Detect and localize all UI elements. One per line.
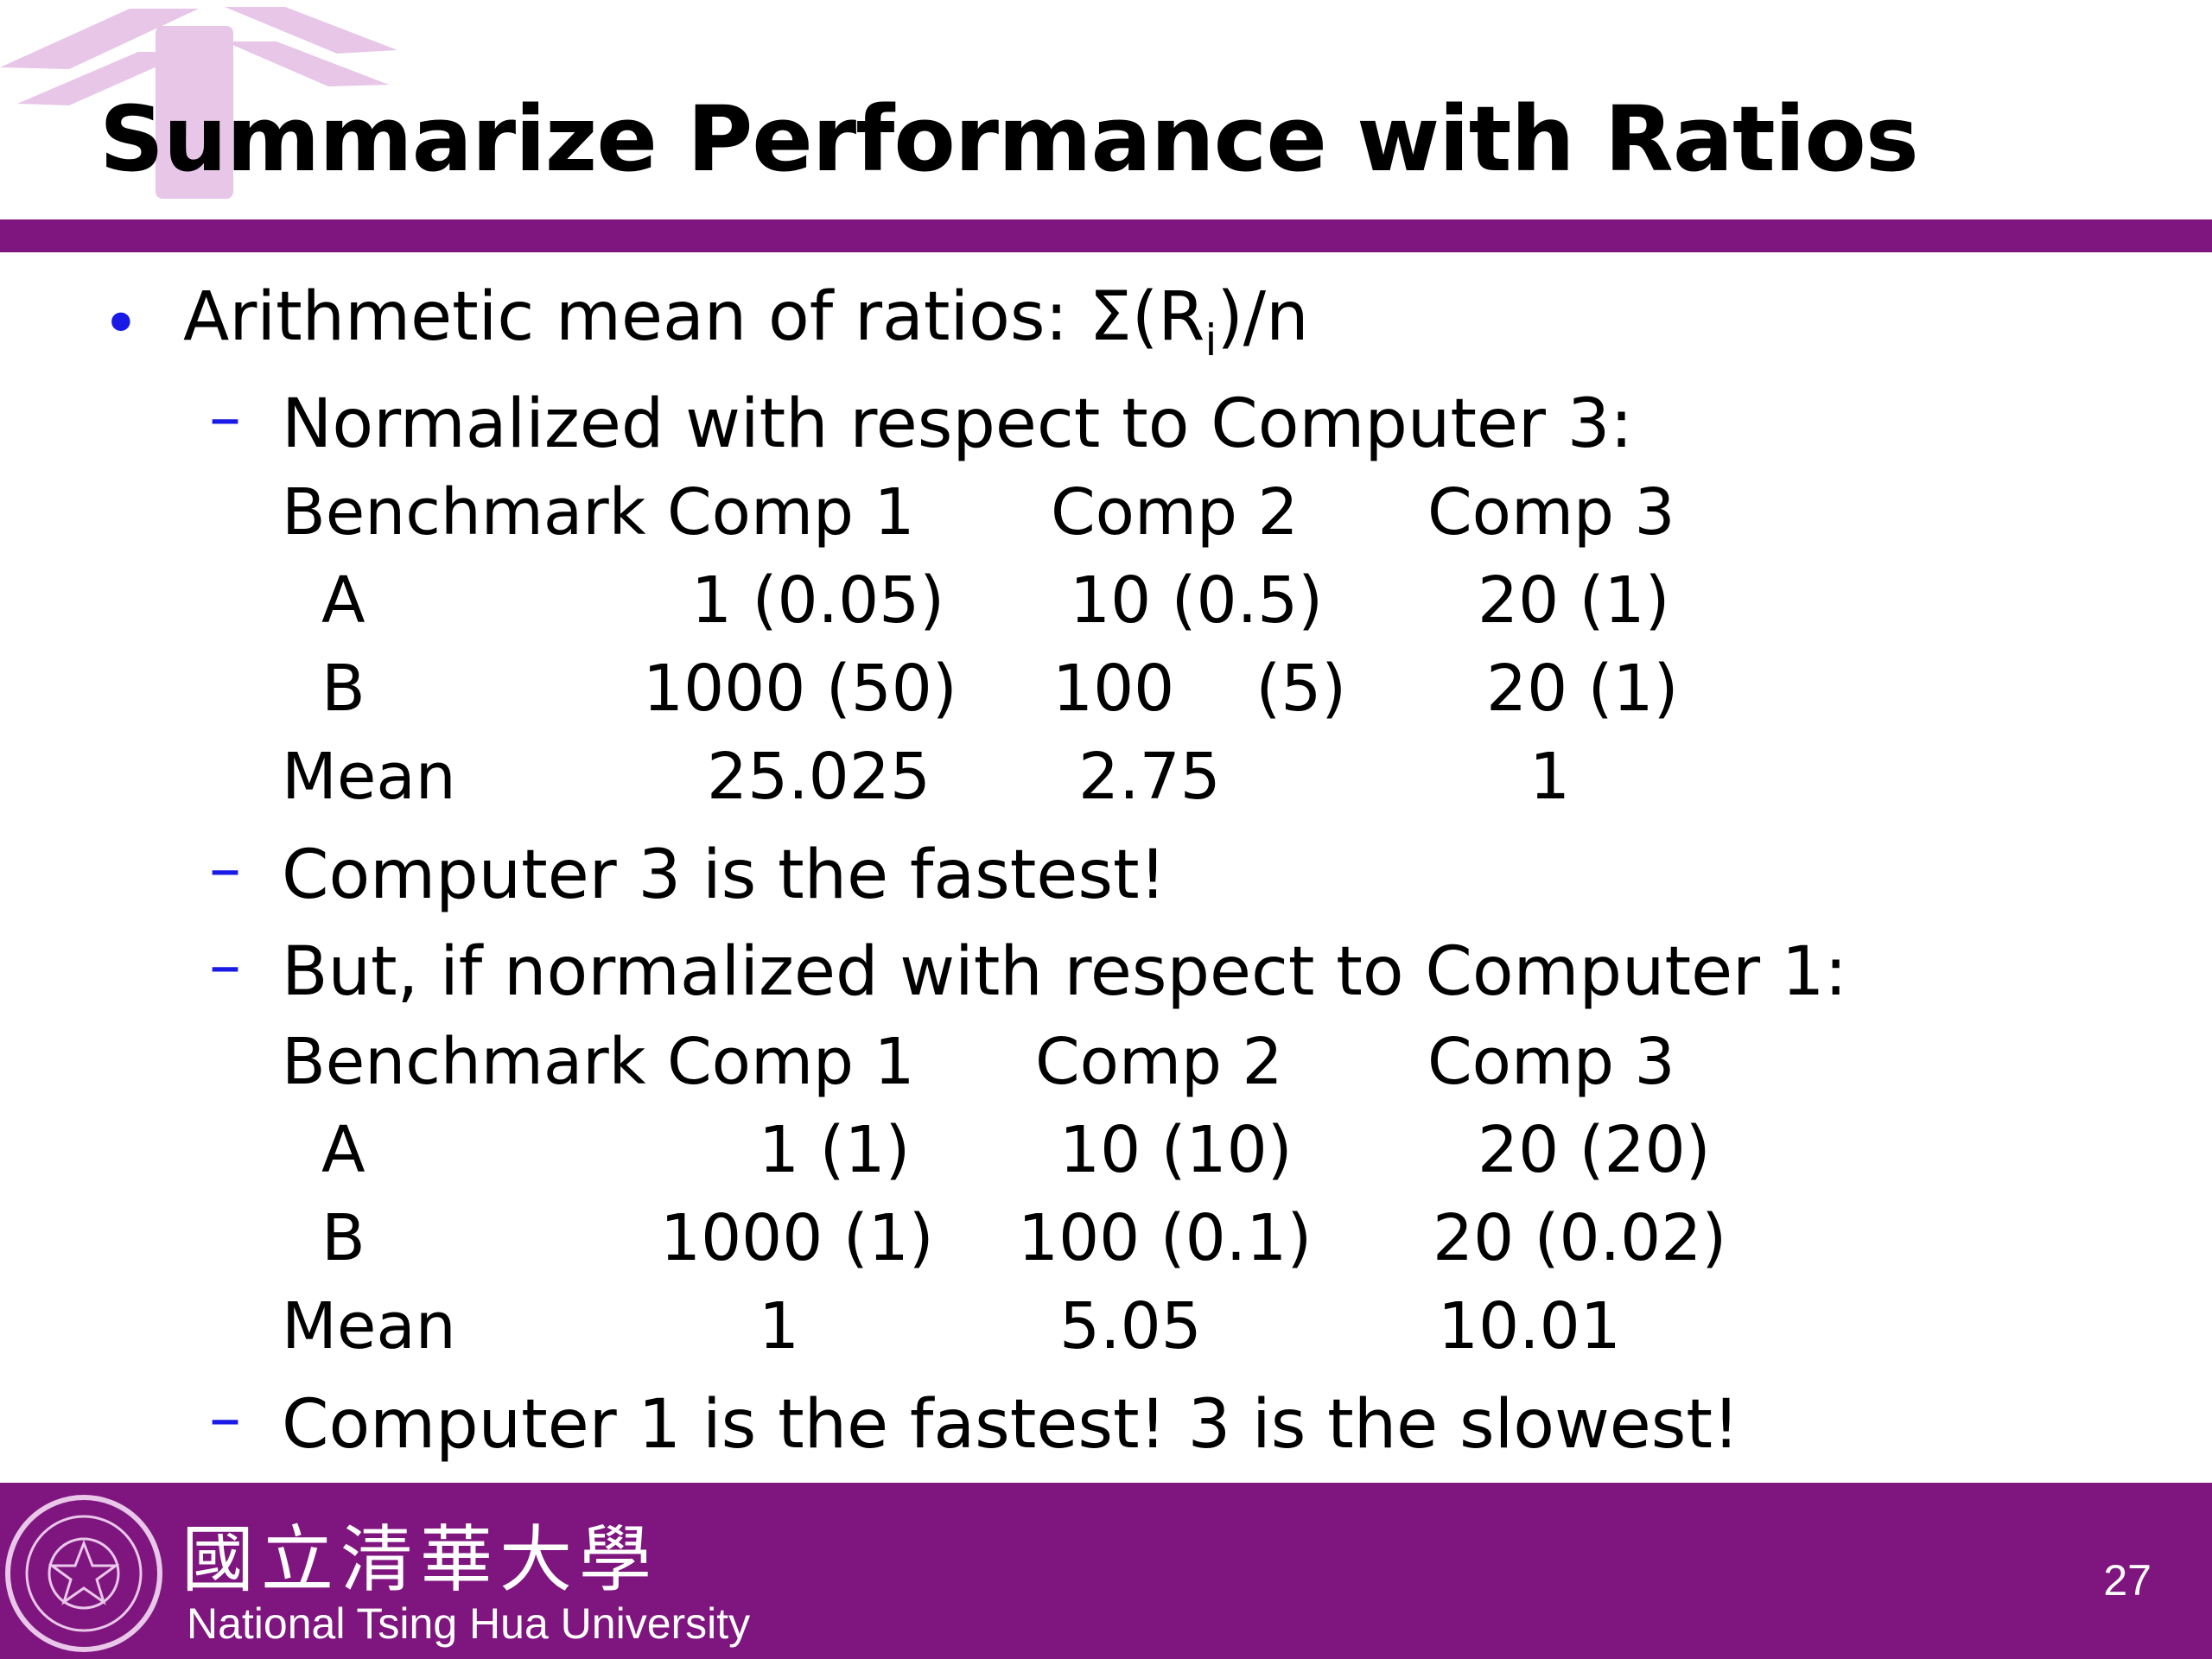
- page-number: 27: [2103, 1556, 2152, 1605]
- sub-bullet-comp3-fastest: Computer 3 is the fastest!: [282, 836, 1166, 914]
- university-seal-icon: [5, 1495, 162, 1652]
- table1-row-b-comp2: 100 (5): [1052, 652, 1347, 726]
- sub-bullet-comp1-fastest: Computer 1 is the fastest! 3 is the slow…: [282, 1386, 1740, 1464]
- bullet-arithmetic-mean: Arithmetic mean of ratios: Σ(Ri)/n: [183, 278, 1309, 365]
- table2-header-comp3: Comp 3: [1427, 1025, 1675, 1099]
- table1-row-mean-comp1: 25.025: [707, 740, 931, 814]
- university-name-chinese: 國立清華大學: [181, 1517, 659, 1602]
- table2-row-b-comp2: 100 (0.1): [1018, 1201, 1313, 1275]
- dash-marker: –: [209, 1381, 241, 1455]
- table2-row-mean-comp2: 5.05: [1059, 1289, 1202, 1363]
- table2-row-mean-label: Mean: [282, 1289, 456, 1363]
- table1-row-mean-comp2: 2.75: [1078, 740, 1221, 814]
- table2-row-b-comp1: 1000 (1): [660, 1201, 934, 1275]
- table2-row-mean-comp1: 1: [759, 1289, 800, 1363]
- title-divider: [0, 219, 2212, 252]
- table1-header-comp2: Comp 2: [1051, 475, 1299, 550]
- sub-bullet-normalized-comp3: Normalized with respect to Computer 3:: [282, 385, 1633, 463]
- table2-row-mean-comp3: 10.01: [1438, 1289, 1621, 1363]
- table1-row-a-comp1: 1 (0.05): [691, 563, 945, 638]
- table1-row-b-comp1: 1000 (50): [643, 652, 957, 726]
- table1-row-a-label: A: [321, 563, 365, 638]
- table1-row-b-comp3: 20 (1): [1486, 652, 1679, 726]
- table2-row-a-comp3: 20 (20): [1478, 1113, 1711, 1187]
- table2-header-comp2: Comp 2: [1035, 1025, 1283, 1099]
- table2-row-a-label: A: [321, 1113, 365, 1187]
- footer-bar: [0, 1483, 2212, 1659]
- bullet-subscript: i: [1205, 315, 1217, 365]
- table2-header-comp1: Comp 1: [667, 1025, 915, 1099]
- table1-row-mean-comp3: 1: [1529, 740, 1571, 814]
- dash-marker: –: [209, 928, 241, 1002]
- table1-header-comp3: Comp 3: [1427, 475, 1675, 550]
- table2-row-b-label: B: [321, 1201, 365, 1275]
- table1-header-benchmark: Benchmark: [282, 475, 646, 550]
- table2-row-b-comp3: 20 (0.02): [1433, 1201, 1727, 1275]
- bullet-text-before: Arithmetic mean of ratios: Σ(R: [183, 278, 1205, 356]
- table1-row-b-label: B: [321, 652, 365, 726]
- university-logo-watermark: [0, 7, 397, 199]
- table2-header-benchmark: Benchmark: [282, 1025, 646, 1099]
- table2-row-a-comp1: 1 (1): [759, 1113, 911, 1187]
- sub-bullet-normalized-comp1: But, if normalized with respect to Compu…: [282, 933, 1847, 1011]
- bullet-dot: •: [102, 287, 140, 361]
- dash-marker: –: [209, 380, 241, 454]
- university-name-english: National Tsing Hua University: [187, 1599, 751, 1648]
- table2-row-a-comp2: 10 (10): [1059, 1113, 1293, 1187]
- table1-row-a-comp3: 20 (1): [1478, 563, 1670, 638]
- dash-marker: –: [209, 831, 241, 906]
- bullet-text-after: )/n: [1217, 278, 1309, 356]
- table1-row-a-comp2: 10 (0.5): [1070, 563, 1324, 638]
- table1-row-mean-label: Mean: [282, 740, 456, 814]
- page-title: Summarize Performance with Ratios: [99, 86, 1919, 192]
- table1-header-comp1: Comp 1: [667, 475, 915, 550]
